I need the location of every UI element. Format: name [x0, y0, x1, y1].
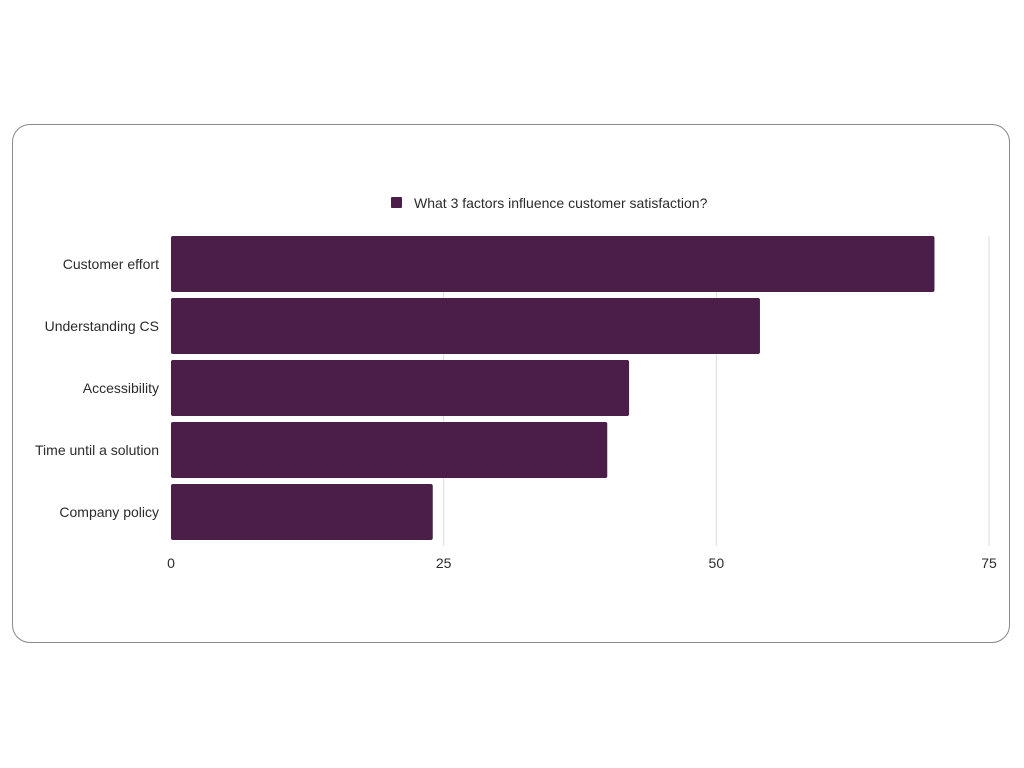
legend-swatch — [391, 197, 402, 208]
bar[interactable] — [171, 484, 433, 540]
bar[interactable] — [171, 360, 630, 416]
category-labels: Customer effort Understanding CS Accessibi… — [35, 256, 159, 520]
category-label: Time until a solution — [35, 442, 159, 458]
category-label: Accessibility — [83, 380, 159, 396]
category-label: Understanding CS — [45, 318, 159, 334]
bar[interactable] — [171, 298, 760, 354]
legend[interactable]: What 3 factors influence customer satisf… — [391, 195, 708, 211]
bar[interactable] — [171, 422, 608, 478]
category-label: Customer effort — [63, 256, 159, 272]
category-label: Company policy — [59, 504, 159, 520]
x-tick-label: 25 — [436, 555, 452, 571]
legend-label: What 3 factors influence customer satisf… — [414, 195, 708, 211]
bars — [171, 236, 935, 540]
x-tick-label: 50 — [709, 555, 725, 571]
x-tick-label: 0 — [167, 555, 175, 571]
x-axis-ticks: 0 25 50 75 — [167, 555, 997, 571]
bar[interactable] — [171, 236, 935, 292]
x-tick-label: 75 — [981, 555, 997, 571]
